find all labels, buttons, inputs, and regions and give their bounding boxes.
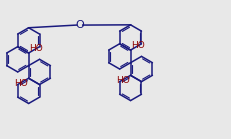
Text: HO: HO <box>14 79 27 88</box>
Text: HO: HO <box>30 44 43 53</box>
Text: O: O <box>75 20 84 30</box>
Text: HO: HO <box>131 41 145 50</box>
Text: HO: HO <box>115 76 129 85</box>
